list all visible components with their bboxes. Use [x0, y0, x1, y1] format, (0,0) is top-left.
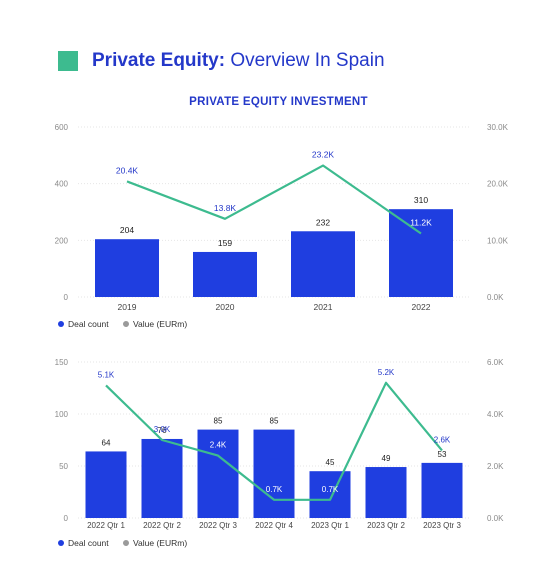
- chart2-bar: [309, 471, 351, 518]
- chart2-category-label: 2023 Qtr 2: [367, 521, 405, 530]
- chart2-y-right-tick-label: 4.0K: [487, 410, 504, 419]
- chart1-y-right-tick-label: 30.0K: [487, 123, 509, 132]
- accent-square-icon: [58, 51, 78, 71]
- page-header: Private Equity: Overview In Spain: [58, 50, 385, 72]
- page-title-bold: Private Equity:: [92, 50, 226, 71]
- chart2-bar: [421, 462, 463, 518]
- chart1-y-left-tick-label: 0: [64, 293, 69, 302]
- chart1-y-left-tick-label: 200: [55, 236, 69, 245]
- chart1-category-label: 2020: [216, 302, 235, 312]
- page-title: Private Equity: Overview In Spain: [92, 50, 385, 72]
- chart1-bar-value-label: 232: [316, 217, 330, 227]
- chart1-bar: [291, 231, 355, 297]
- chart-title: PRIVATE EQUITY INVESTMENT: [189, 96, 368, 108]
- chart2-legend-deal-count: Deal count: [68, 538, 109, 548]
- chart2-bar: [253, 429, 295, 518]
- chart1-y-right-tick-label: 10.0K: [487, 236, 509, 245]
- page-title-rest: Overview In Spain: [225, 50, 385, 71]
- chart2-category-label: 2023 Qtr 1: [311, 521, 349, 530]
- chart1-line-value-label: 13.8K: [214, 203, 237, 213]
- chart1-legend-line-marker-icon: [123, 321, 129, 327]
- chart2-category-label: 2022 Qtr 4: [255, 521, 293, 530]
- chart2-y-right-tick-label: 0.0K: [487, 514, 504, 523]
- chart1-bar-value-label: 204: [120, 225, 134, 235]
- chart1-y-right-tick-label: 20.0K: [487, 180, 509, 189]
- chart2-category-label: 2022 Qtr 3: [199, 521, 237, 530]
- chart2-line-value-label: 5.1K: [98, 370, 115, 379]
- chart1-category-label: 2021: [314, 302, 333, 312]
- chart1-legend-bar-marker-icon: [58, 321, 64, 327]
- chart1-bar-value-label: 159: [218, 238, 232, 248]
- chart1-category-label: 2022: [412, 302, 431, 312]
- chart2-line-value-label: 5.2K: [378, 368, 395, 377]
- chart1-category-label: 2019: [118, 302, 137, 312]
- chart2-category-label: 2022 Qtr 1: [87, 521, 125, 530]
- chart1-bar: [193, 251, 257, 297]
- chart2-bar: [197, 429, 239, 518]
- chart2-bar-value-label: 85: [270, 417, 279, 426]
- chart2-bar-value-label: 45: [326, 458, 335, 467]
- chart2-bar-value-label: 76: [158, 426, 167, 435]
- chart2-line-value-label: 3.0K: [154, 425, 171, 434]
- chart2-value-line: [105, 381, 443, 501]
- chart2-y-left-tick-label: 150: [55, 358, 69, 367]
- chart2-y-right-tick-label: 2.0K: [487, 462, 504, 471]
- chart1-y-right-tick-label: 0.0K: [487, 293, 504, 302]
- chart1-legend-deal-count: Deal count: [68, 319, 109, 329]
- chart2-bar-value-label: 53: [438, 450, 447, 459]
- chart2-bar-value-label: 49: [382, 454, 391, 463]
- chart2-legend-value: Value (EURm): [133, 538, 187, 548]
- chart2-bar-value-label: 64: [102, 438, 111, 447]
- chart2-category-label: 2023 Qtr 3: [423, 521, 461, 530]
- chart2-line-value-label: 0.7K: [266, 485, 283, 494]
- chart1-value-line: [126, 164, 422, 235]
- chart1-bar: [389, 209, 453, 297]
- chart2-legend-line-marker-icon: [123, 540, 129, 546]
- chart2-bar: [141, 438, 183, 518]
- chart2-y-left-tick-label: 100: [55, 410, 69, 419]
- chart2-legend-bar-marker-icon: [58, 540, 64, 546]
- chart1-bar-value-label: 310: [414, 195, 428, 205]
- chart2-line-value-label: 0.7K: [322, 485, 339, 494]
- chart2-line-value-label: 2.4K: [210, 441, 227, 450]
- chart1-legend-value: Value (EURm): [133, 319, 187, 329]
- chart2-bar: [85, 451, 127, 518]
- chart2-category-label: 2022 Qtr 2: [143, 521, 181, 530]
- chart2-bar: [365, 467, 407, 518]
- chart1-line-value-label: 20.4K: [116, 165, 139, 175]
- chart1-y-left-tick-label: 600: [55, 123, 69, 132]
- chart1-line-value-label: 11.2K: [410, 218, 432, 228]
- chart1-y-left-tick-label: 400: [55, 180, 69, 189]
- chart1-line-value-label: 23.2K: [312, 150, 335, 160]
- chart2-y-left-tick-label: 50: [59, 462, 68, 471]
- chart2-y-left-tick-label: 0: [64, 514, 69, 523]
- chart1-bar: [95, 239, 159, 297]
- chart2-bar-value-label: 85: [214, 417, 223, 426]
- chart2-line-value-label: 2.6K: [434, 435, 451, 444]
- chart2-y-right-tick-label: 6.0K: [487, 358, 504, 367]
